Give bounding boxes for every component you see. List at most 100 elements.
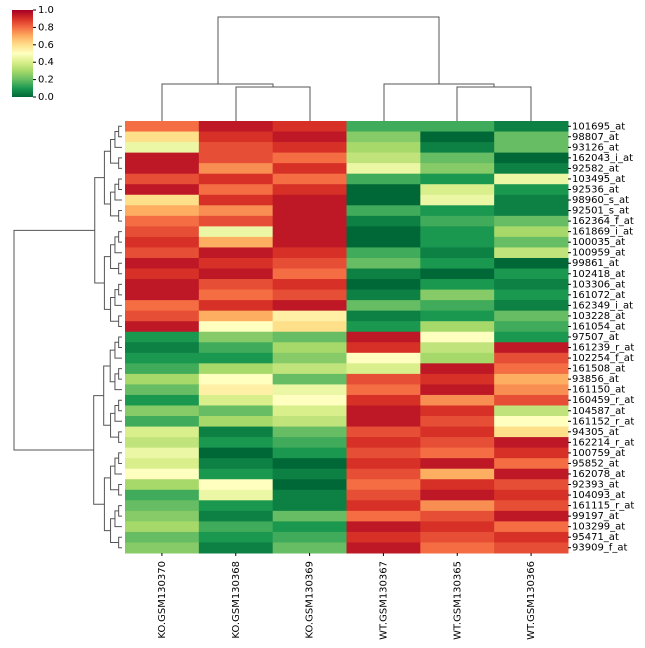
heatmap-cell (494, 531, 569, 543)
dendrogram-link (109, 349, 115, 383)
dendrogram-link (118, 368, 122, 380)
heatmap-cell (198, 489, 274, 501)
heatmap-cell (420, 447, 495, 459)
heatmap-cell (198, 416, 274, 428)
column-label: KO.GSM130370 (157, 561, 168, 639)
heatmap-cell (198, 163, 274, 175)
heatmap-cell (420, 510, 495, 522)
heatmap-cell (420, 426, 495, 438)
column-label: WT.GSM130367 (378, 561, 389, 640)
heatmap-cell (494, 163, 569, 175)
heatmap-cell (272, 131, 347, 143)
heatmap-cell (346, 373, 421, 385)
heatmap-cell (420, 184, 495, 196)
heatmap-cell (346, 121, 421, 133)
heatmap-cell (494, 279, 569, 291)
dendrogram-link (118, 262, 122, 275)
row-label: 161239_r_at (572, 343, 634, 354)
heatmap-cell (346, 257, 421, 270)
heatmap-cell (198, 542, 274, 554)
heatmap-cell (494, 310, 569, 322)
dendrogram-link (103, 256, 111, 310)
row-label: 104093_at (572, 490, 625, 501)
heatmap-cell (420, 131, 495, 143)
heatmap-cell (272, 215, 347, 227)
row-label: 100035_at (572, 237, 625, 248)
row-label: 93126_at (572, 142, 619, 153)
heatmap-cell (198, 426, 274, 438)
heatmap-cell (198, 321, 274, 333)
heatmap-cell (494, 321, 569, 333)
heatmap-cell (346, 279, 421, 291)
heatmap-cell (198, 405, 274, 417)
colorbar-tick-label: 0.2 (38, 75, 54, 86)
dendrogram-link (103, 150, 111, 205)
heatmap-cell (346, 236, 421, 248)
row-label: 100759_at (572, 448, 625, 459)
heatmap-cell (198, 289, 274, 301)
heatmap-cell (494, 121, 569, 133)
row-label: 161115_r_at (572, 501, 634, 512)
heatmap-cell (346, 215, 421, 227)
colorbar-tick-label: 0.8 (38, 22, 54, 33)
heatmap-cell (125, 542, 200, 554)
heatmap-cell (125, 458, 200, 470)
colorbar-tick-label: 0.4 (38, 57, 54, 68)
heatmap-cell (125, 394, 200, 406)
heatmap-cell (125, 300, 200, 312)
heatmap-cell (198, 268, 274, 280)
heatmap-cell (198, 500, 274, 512)
heatmap-cell (346, 394, 421, 406)
heatmap-cell (346, 194, 421, 206)
heatmap-cell (125, 352, 200, 364)
row-label: 93856_at (572, 374, 619, 385)
heatmap-cell (494, 468, 569, 480)
heatmap-cell (346, 384, 421, 396)
heatmap-cell (198, 363, 274, 375)
heatmap-cell (272, 173, 347, 185)
dendrogram-link (118, 505, 122, 517)
heatmap-cell (494, 342, 569, 354)
row-label: 92501_s_at (572, 206, 629, 217)
heatmap-cell (272, 394, 347, 406)
heatmap-cell (198, 215, 274, 227)
heatmap-cell (420, 173, 495, 185)
heatmap-cell (198, 236, 274, 248)
heatmap-cell (494, 300, 569, 312)
heatmap-cell (420, 489, 495, 501)
heatmap-cell (494, 521, 569, 533)
heatmap-cell (494, 373, 569, 385)
heatmap-cell (420, 194, 495, 206)
row-label: 161054_at (572, 321, 625, 332)
row-label: 161869_i_at (572, 227, 633, 238)
row-label: 99197_at (572, 511, 619, 522)
heatmap-cell (272, 163, 347, 175)
heatmap-cell (420, 352, 495, 364)
heatmap-cell (346, 289, 421, 301)
heatmap-cell (272, 142, 347, 154)
heatmap-cell (272, 310, 347, 322)
heatmap-cell (346, 226, 421, 238)
heatmap-cell (125, 236, 200, 248)
heatmap-cell (198, 184, 274, 196)
heatmap-cell (420, 121, 495, 133)
heatmap-cell (346, 458, 421, 470)
heatmap-cell (494, 173, 569, 185)
colorbar-tick-label: 0.0 (38, 92, 54, 103)
heatmap-cell (420, 152, 495, 164)
heatmap-cell (198, 437, 274, 449)
heatmap-cell (272, 384, 347, 396)
heatmap-cell (272, 268, 347, 280)
heatmap-cell (125, 289, 200, 301)
heatmap-cell (198, 310, 274, 322)
heatmap-cell (346, 205, 421, 217)
heatmap-cell (198, 447, 274, 459)
heatmap-cell (125, 142, 200, 154)
heatmap-cell (272, 331, 347, 343)
heatmap-cell (346, 510, 421, 522)
heatmap-cell (272, 236, 347, 248)
heatmap-cell (125, 184, 200, 196)
heatmap-cell (198, 394, 274, 406)
heatmap-cell (125, 373, 200, 385)
row-label: 95471_at (572, 532, 619, 543)
